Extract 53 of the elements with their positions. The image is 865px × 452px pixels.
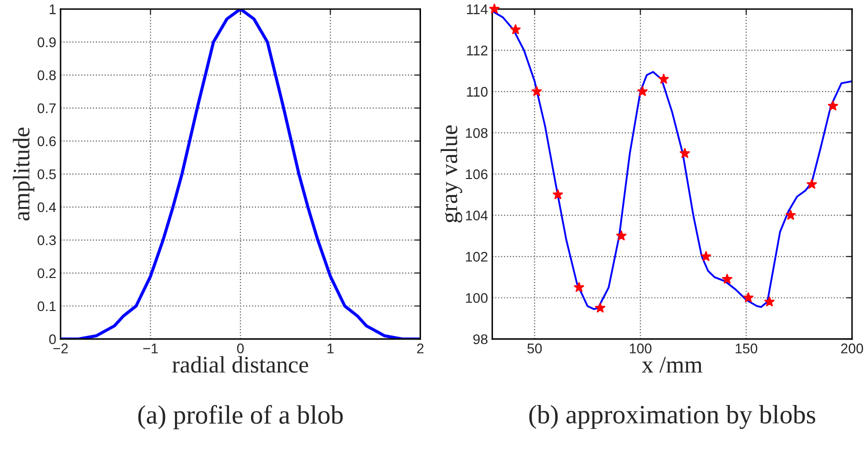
y-tick-label: 0.6 xyxy=(38,136,56,146)
x-tick-label: 100 xyxy=(630,344,652,354)
point xyxy=(616,230,626,240)
x-tick-label: −2 xyxy=(53,344,68,354)
point xyxy=(658,74,669,84)
y-tick-label: 0.8 xyxy=(38,70,56,80)
y-tick-label: 0.2 xyxy=(38,268,56,278)
y-tick-label: 0.7 xyxy=(38,103,56,114)
point xyxy=(828,100,838,110)
point xyxy=(764,296,775,306)
point xyxy=(700,251,712,261)
x-axis-title: radial distance xyxy=(172,356,308,373)
y-tick-label: 102 xyxy=(466,252,488,262)
y-tick-label: 106 xyxy=(466,169,488,180)
y-tick-label: 0.9 xyxy=(38,37,56,48)
point xyxy=(552,189,563,200)
y-tick-label: 112 xyxy=(467,46,488,56)
line-series xyxy=(60,9,420,339)
point xyxy=(574,282,584,292)
point xyxy=(532,86,542,96)
text: (b) approximation by blobs xyxy=(529,404,816,429)
point xyxy=(786,210,796,220)
x-axis-title: x /mm xyxy=(642,356,702,373)
text: (a) profile of a blob xyxy=(138,404,343,430)
y-tick-label: 104 xyxy=(466,210,488,220)
point xyxy=(489,4,500,14)
x-tick-label: 50 xyxy=(527,344,542,354)
point xyxy=(722,274,732,284)
x-tick-label: 2 xyxy=(417,344,424,354)
y-axis-title: amplitude xyxy=(12,128,34,220)
point xyxy=(806,178,817,189)
y-tick-label: 0.1 xyxy=(38,301,56,312)
y-tick-label: 0.4 xyxy=(38,202,56,212)
y-tick-label: 0 xyxy=(49,334,56,344)
x-tick-label: 150 xyxy=(736,344,758,354)
x-tick-label: 0 xyxy=(237,344,244,354)
y-axis-title: gray value xyxy=(440,125,462,222)
point xyxy=(595,302,606,313)
x-tick-label: 1 xyxy=(328,344,334,354)
point xyxy=(637,86,648,96)
point xyxy=(510,24,521,34)
x-tick-label: −1 xyxy=(143,344,158,354)
y-tick-label: 98 xyxy=(473,334,488,344)
y-tick-label: 0.5 xyxy=(38,169,56,180)
y-tick-label: 1 xyxy=(50,4,56,14)
y-tick-label: 108 xyxy=(466,128,488,138)
y-tick-label: 100 xyxy=(466,293,488,303)
point xyxy=(680,148,690,158)
point xyxy=(743,292,754,302)
y-tick-label: 0.3 xyxy=(38,235,56,246)
x-tick-label: 200 xyxy=(841,344,864,354)
y-tick-label: 114 xyxy=(467,4,488,14)
y-tick-label: 110 xyxy=(467,86,488,97)
